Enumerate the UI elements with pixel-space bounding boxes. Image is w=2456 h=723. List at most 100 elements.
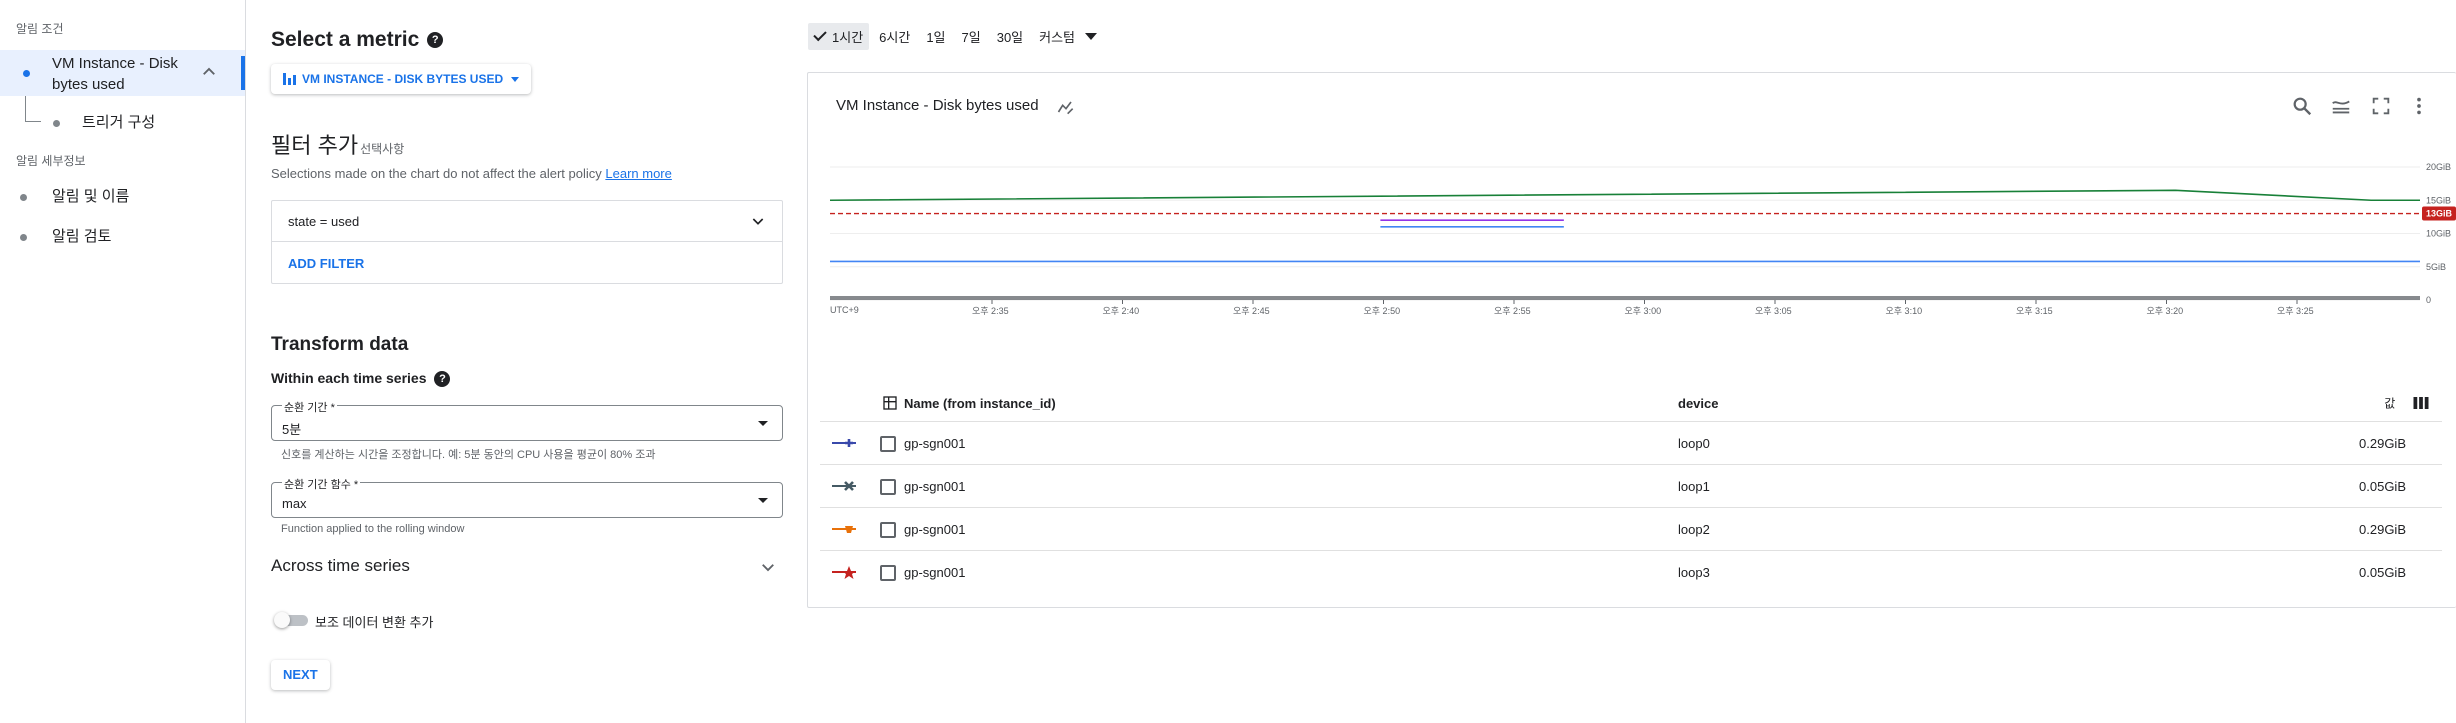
series-marker-icon <box>832 439 856 447</box>
sidebar-item-notifications[interactable]: 알림 및 이름 <box>0 184 245 210</box>
filter-description: Selections made on the chart do not affe… <box>271 166 672 181</box>
time-range-option[interactable]: 30일 <box>996 29 1024 45</box>
row-device: loop3 <box>1678 565 1710 580</box>
active-indicator <box>241 56 245 90</box>
sidebar-item-label: 알림 검토 <box>52 228 112 245</box>
table-header: Name (from instance_id) device 값 <box>820 383 2442 421</box>
x-tick-label: 오후 2:40 <box>1103 306 1140 316</box>
row-name: gp-sgn001 <box>904 565 966 580</box>
filter-heading: 필터 추가 선택사항 <box>271 128 404 160</box>
row-value: 0.05GiB <box>2359 479 2406 494</box>
y-tick-label: 10GiB <box>2426 229 2451 239</box>
column-header-name[interactable]: Name (from instance_id) <box>904 396 1056 411</box>
series-marker-icon <box>832 481 856 491</box>
sidebar-item-disk-bytes-used[interactable]: VM Instance - Disk bytes used <box>0 50 245 96</box>
zoom-icon[interactable] <box>2291 95 2313 117</box>
secondary-transform-label: 보조 데이터 변환 추가 <box>315 615 434 630</box>
sidebar-item-review[interactable]: 알림 검토 <box>0 224 245 250</box>
sidebar-item-label: VM Instance - Disk bytes used <box>52 55 178 93</box>
rolling-window-hint: 신호를 계산하는 시간을 조정합니다. 예: 5분 동안의 CPU 사용을 평균… <box>281 449 656 461</box>
chevron-up-icon[interactable] <box>200 63 218 81</box>
filter-list: state = used ADD FILTER <box>271 200 783 284</box>
x-tick-label: 오후 3:00 <box>1625 306 1662 316</box>
row-value: 0.29GiB <box>2359 522 2406 537</box>
rolling-window-select[interactable]: 순환 기간 * 5분 <box>271 399 783 441</box>
filter-row[interactable]: state = used <box>272 201 782 242</box>
row-name: gp-sgn001 <box>904 522 966 537</box>
fullscreen-icon[interactable] <box>2370 95 2392 117</box>
step-dot-icon <box>20 234 27 241</box>
caret-down-icon <box>1085 32 1098 40</box>
filter-value: state = used <box>288 214 360 229</box>
table-row[interactable]: gp-sgn001 loop2 0.29GiB <box>820 507 2442 550</box>
rolling-function-select[interactable]: 순환 기간 함수 * max <box>271 476 783 518</box>
section-alert-details: 알림 세부정보 <box>16 154 86 168</box>
table-row[interactable]: gp-sgn001 loop0 0.29GiB <box>820 421 2442 464</box>
rolling-function-value: max <box>282 496 307 511</box>
sidebar-item-label: 알림 및 이름 <box>52 188 130 205</box>
learn-more-link[interactable]: Learn more <box>605 166 672 181</box>
secondary-transform-toggle[interactable] <box>274 612 308 628</box>
select-metric-title: Select a metric <box>271 28 420 51</box>
next-button[interactable]: NEXT <box>271 660 330 690</box>
x-tick-label: 오후 2:50 <box>1364 306 1401 316</box>
value-column-icon[interactable]: 값 <box>2382 394 2400 412</box>
time-range-label: 1시간 <box>832 29 864 45</box>
time-range-option[interactable]: 6시간 <box>879 29 911 45</box>
x-tick-label: 오후 3:15 <box>2016 306 2053 316</box>
columns-icon[interactable] <box>2412 395 2430 411</box>
column-header-device[interactable]: device <box>1678 396 1719 411</box>
time-range-custom[interactable]: 커스텀 <box>1033 23 1103 50</box>
rolling-function-label: 순환 기간 함수 * <box>282 476 361 492</box>
metric-button-label: VM INSTANCE - DISK BYTES USED <box>302 72 504 86</box>
within-series-heading: Within each time series? <box>271 370 451 388</box>
time-range-option[interactable]: 1일 <box>926 29 946 45</box>
within-series-title: Within each time series <box>271 370 427 386</box>
across-series-heading[interactable]: Across time series <box>271 556 410 575</box>
column-picker-icon[interactable] <box>882 395 898 411</box>
table-row[interactable]: gp-sgn001 loop3 0.05GiB <box>820 550 2442 593</box>
filter-title: 필터 추가 <box>271 133 359 158</box>
y-tick-label: 15GiB <box>2426 195 2451 205</box>
add-filter-button[interactable]: ADD FILTER <box>288 256 365 271</box>
row-checkbox[interactable] <box>880 436 896 452</box>
sidebar-item-label: 트리거 구성 <box>82 114 156 131</box>
row-name: gp-sgn001 <box>904 436 966 451</box>
help-icon[interactable]: ? <box>434 371 451 388</box>
step-dot-icon <box>53 120 60 127</box>
time-range-option[interactable]: 1시간 <box>808 22 870 50</box>
row-checkbox[interactable] <box>880 479 896 495</box>
rolling-window-value: 5분 <box>282 422 302 437</box>
time-range-option[interactable]: 7일 <box>961 29 981 45</box>
step-dot-icon <box>20 194 27 201</box>
chart-style-icon[interactable] <box>2330 95 2352 117</box>
help-icon[interactable]: ? <box>427 32 444 49</box>
chevron-down-icon[interactable] <box>759 558 777 576</box>
rolling-window-label: 순환 기간 * <box>282 399 337 415</box>
timezone-label: UTC+9 <box>830 305 859 315</box>
metric-select-button[interactable]: VM INSTANCE - DISK BYTES USED <box>271 64 532 94</box>
row-checkbox[interactable] <box>880 522 896 538</box>
filter-desc-text: Selections made on the chart do not affe… <box>271 166 602 181</box>
bar-chart-icon <box>283 73 296 85</box>
row-checkbox[interactable] <box>880 565 896 581</box>
y-tick-label: 20GiB <box>2426 162 2451 172</box>
sidebar-item-trigger-config[interactable]: 트리거 구성 <box>0 110 245 136</box>
time-range-selector: 1시간 6시간 1일 7일 30일 커스텀 <box>808 22 1107 50</box>
chart-edit-icon[interactable] <box>1056 97 1076 117</box>
x-tick-label: 오후 3:10 <box>1886 306 1923 316</box>
x-tick-label: 오후 3:25 <box>2277 306 2314 316</box>
caret-down-icon <box>758 498 768 503</box>
y-tick-label: 0 <box>2426 295 2431 305</box>
table-row[interactable]: gp-sgn001 loop1 0.05GiB <box>820 464 2442 507</box>
series-marker-icon <box>832 566 856 579</box>
more-vert-icon[interactable] <box>2408 95 2430 117</box>
row-device: loop0 <box>1678 436 1710 451</box>
row-name: gp-sgn001 <box>904 479 966 494</box>
sidebar-nav: 알림 조건 VM Instance - Disk bytes used 트리거 … <box>0 0 246 723</box>
x-tick-label: 오후 2:35 <box>972 306 1009 316</box>
chevron-down-icon[interactable] <box>750 213 766 229</box>
section-alert-conditions: 알림 조건 <box>16 22 64 36</box>
y-tick-label: 5GiB <box>2426 262 2446 272</box>
chart-card: VM Instance - Disk bytes used 13GiB 0 5Gi… <box>807 72 2456 608</box>
